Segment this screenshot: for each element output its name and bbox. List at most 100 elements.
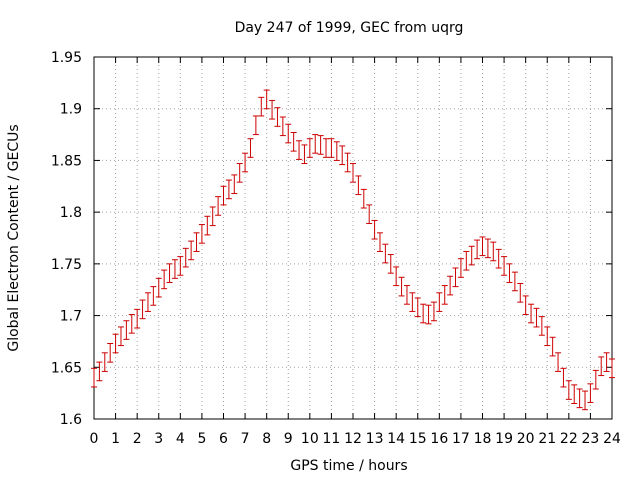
data-point bbox=[188, 240, 195, 261]
chart-title: Day 247 of 1999, GEC from uqrg bbox=[235, 20, 464, 36]
data-point bbox=[528, 303, 535, 324]
y-tick-label: 1.75 bbox=[51, 257, 82, 273]
data-point bbox=[123, 320, 130, 340]
data-point bbox=[560, 367, 567, 388]
data-point bbox=[306, 138, 313, 158]
x-tick-label: 21 bbox=[538, 431, 556, 447]
data-point bbox=[468, 245, 475, 266]
data-point bbox=[117, 326, 124, 347]
data-point bbox=[398, 276, 405, 297]
data-point bbox=[296, 140, 303, 160]
data-point bbox=[592, 369, 599, 390]
data-point bbox=[209, 206, 216, 227]
data-point bbox=[242, 152, 249, 173]
x-tick-label: 4 bbox=[176, 431, 185, 447]
data-point bbox=[598, 356, 605, 377]
axis-ticks: 0 1 2 3 4 5 6 7 8 9 10 11 12 13 14 15 16 17 18 19 20 21 22 23 24… bbox=[51, 50, 621, 447]
x-tick-label: 7 bbox=[241, 431, 250, 447]
data-point bbox=[128, 314, 135, 334]
x-tick-label: 16 bbox=[430, 431, 448, 447]
data-point bbox=[96, 361, 103, 382]
data-point bbox=[457, 258, 464, 278]
x-tick-label: 12 bbox=[344, 431, 362, 447]
data-point bbox=[166, 263, 173, 283]
x-tick-label: 8 bbox=[262, 431, 271, 447]
data-point bbox=[274, 107, 281, 127]
data-point bbox=[344, 152, 351, 173]
data-point bbox=[409, 292, 416, 312]
data-point bbox=[587, 383, 594, 403]
data-point bbox=[511, 271, 518, 292]
data-point bbox=[420, 303, 427, 324]
x-tick-label: 9 bbox=[284, 431, 293, 447]
data-point bbox=[328, 138, 335, 158]
data-point bbox=[171, 259, 178, 279]
data-point bbox=[215, 196, 222, 216]
data-point bbox=[425, 304, 432, 325]
data-point bbox=[312, 134, 319, 154]
x-tick-label: 1 bbox=[111, 431, 120, 447]
data-point bbox=[603, 352, 610, 372]
x-tick-label: 6 bbox=[219, 431, 228, 447]
data-point bbox=[371, 219, 378, 240]
x-axis-label: GPS time / hours bbox=[290, 458, 407, 474]
data-point bbox=[447, 275, 454, 296]
data-point bbox=[193, 232, 200, 252]
data-point bbox=[576, 388, 583, 409]
x-tick-label: 19 bbox=[495, 431, 513, 447]
data-point bbox=[247, 138, 254, 158]
x-tick-label: 2 bbox=[133, 431, 142, 447]
data-point bbox=[269, 99, 276, 120]
data-point bbox=[403, 285, 410, 305]
data-point bbox=[263, 89, 270, 110]
data-point bbox=[522, 295, 529, 316]
data-point bbox=[463, 250, 470, 271]
data-point bbox=[225, 179, 232, 200]
data-point bbox=[436, 292, 443, 312]
data-point bbox=[107, 342, 114, 363]
data-point bbox=[258, 96, 265, 117]
x-tick-label: 22 bbox=[560, 431, 578, 447]
x-tick-label: 20 bbox=[517, 431, 535, 447]
data-point bbox=[430, 301, 437, 322]
data-point bbox=[355, 175, 362, 196]
data-point bbox=[533, 307, 540, 328]
data-point bbox=[538, 316, 545, 336]
data-point bbox=[571, 384, 578, 404]
x-tick-label: 15 bbox=[409, 431, 427, 447]
data-point bbox=[393, 266, 400, 287]
data-point bbox=[479, 236, 486, 257]
data-point bbox=[376, 232, 383, 252]
data-point bbox=[112, 333, 119, 354]
data-point bbox=[387, 254, 394, 274]
data-point bbox=[231, 174, 238, 195]
data-point bbox=[323, 138, 330, 158]
x-tick-label: 10 bbox=[301, 431, 319, 447]
data-point bbox=[452, 267, 459, 288]
grid-lines bbox=[94, 57, 612, 419]
data-point bbox=[549, 336, 556, 357]
y-axis-label: Global Electron Content / GECUs bbox=[6, 124, 22, 351]
data-point bbox=[144, 292, 151, 312]
x-tick-label: 17 bbox=[452, 431, 470, 447]
data-point bbox=[506, 263, 513, 283]
data-point bbox=[301, 144, 308, 165]
x-tick-label: 14 bbox=[387, 431, 405, 447]
data-point bbox=[441, 285, 448, 305]
y-tick-label: 1.6 bbox=[60, 412, 82, 428]
data-point bbox=[517, 283, 524, 303]
data-point bbox=[198, 224, 205, 244]
data-point bbox=[565, 380, 572, 400]
x-tick-label: 5 bbox=[197, 431, 206, 447]
data-point bbox=[339, 145, 346, 166]
data-point bbox=[366, 204, 373, 225]
x-tick-label: 24 bbox=[603, 431, 621, 447]
data-point bbox=[155, 277, 162, 298]
y-tick-label: 1.9 bbox=[60, 102, 82, 118]
data-point bbox=[474, 239, 481, 260]
data-point bbox=[484, 238, 491, 259]
data-point bbox=[177, 256, 184, 276]
x-tick-label: 23 bbox=[582, 431, 600, 447]
data-point bbox=[414, 297, 421, 318]
data-point bbox=[220, 185, 227, 206]
